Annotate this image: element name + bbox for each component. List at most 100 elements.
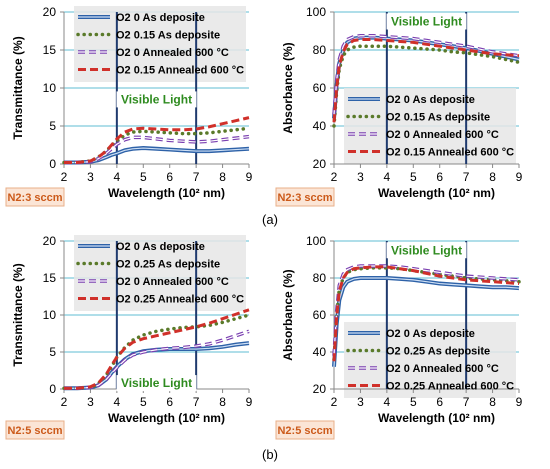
visible-label-bg: [116, 375, 197, 392]
legend-entry-label: O2 0 As deposite: [116, 241, 205, 253]
series-line-4: [64, 116, 250, 164]
x-tick-label: 9: [246, 170, 253, 184]
y-tick-label: 0: [49, 382, 56, 396]
y-tick-label: 100: [306, 5, 326, 19]
x-axis-label: Wavelength (10² nm): [108, 186, 225, 200]
condition-label: N2:3 sccm: [7, 192, 62, 204]
series-line-2: [62, 126, 251, 165]
x-tick-label: 5: [140, 170, 147, 184]
legend-entry-label: O2 0.25 As deposite: [386, 346, 490, 358]
visible-label-bg: [386, 13, 467, 30]
condition-label: N2:3 sccm: [277, 192, 332, 204]
x-tick-label: 7: [463, 395, 470, 409]
legend-entry-label: O2 0.15 As deposite: [386, 112, 490, 124]
x-tick-label: 5: [140, 395, 147, 409]
condition-badge: [5, 187, 65, 207]
chart-panel-2: 2 3 4 5 6 7 8 9 20 40 60 80 100 Wavelength (10² nm) Ab…: [275, 5, 523, 207]
y-tick-label: 10: [43, 81, 57, 95]
x-tick-label: 6: [436, 395, 443, 409]
y-tick-label: 15: [43, 43, 57, 57]
y-tick-label: 60: [313, 308, 327, 322]
x-tick-label: 4: [384, 170, 391, 184]
legend-entry-label: O2 0 Annealed 600 °C: [386, 363, 499, 375]
legend-entry-label: O2 0.15 As deposite: [116, 30, 220, 42]
condition-label: N2:5 sccm: [277, 425, 332, 437]
x-axis-label: Wavelength (10² nm): [108, 411, 225, 425]
y-tick-label: 100: [306, 234, 326, 248]
legend-entry-label: O2 0 Annealed 600 °C: [116, 276, 229, 288]
x-tick-label: 2: [331, 395, 338, 409]
visible-light-label: Visible Light: [121, 376, 192, 390]
x-tick-label: 2: [61, 170, 68, 184]
y-tick-label: 60: [313, 81, 327, 95]
y-tick-label: 5: [49, 119, 56, 133]
chart-panel-3: 2 3 4 5 6 7 8 9 0 5 10 15 20 Wavelength (10² nm) Trans…: [5, 234, 253, 440]
series-line-2: [62, 313, 251, 391]
x-tick-label: 4: [114, 170, 121, 184]
x-tick-label: 9: [516, 170, 523, 184]
x-tick-label: 2: [61, 395, 68, 409]
y-axis-label: Absorbance (%): [281, 269, 295, 360]
x-tick-label: 6: [166, 170, 173, 184]
series-line-3-inner: [333, 35, 520, 115]
part-label-a: (a): [262, 212, 278, 227]
y-tick-label: 80: [313, 271, 327, 285]
series-line-4: [64, 308, 250, 390]
legend-entry-label: O2 0.25 Annealed 600 °C: [116, 294, 244, 306]
x-tick-label: 2: [331, 170, 338, 184]
x-axis-label: Wavelength (10² nm): [378, 186, 495, 200]
x-tick-label: 3: [87, 170, 94, 184]
legend-entry-label: O2 0.15 Annealed 600 °C: [386, 147, 514, 159]
visible-label-bg: [386, 242, 467, 259]
legend-entry-label: O2 0 Annealed 600 °C: [116, 47, 229, 59]
x-tick-label: 4: [384, 395, 391, 409]
x-tick-label: 5: [410, 395, 417, 409]
series-line-4: [332, 38, 520, 123]
y-tick-label: 20: [313, 382, 327, 396]
legend-entry-label: O2 0.25 As deposite: [116, 259, 220, 271]
condition-badge: [275, 187, 335, 207]
x-tick-label: 7: [193, 170, 200, 184]
y-tick-label: 5: [49, 345, 56, 359]
y-tick-label: 40: [313, 119, 327, 133]
y-axis-label: Absorbance (%): [281, 42, 295, 133]
x-tick-label: 8: [489, 395, 496, 409]
x-tick-label: 8: [489, 170, 496, 184]
y-axis-label: Transmittance (%): [11, 263, 25, 366]
x-tick-label: 7: [463, 170, 470, 184]
series-line-3-inner: [333, 265, 520, 356]
x-tick-label: 6: [166, 395, 173, 409]
y-tick-label: 20: [43, 234, 57, 248]
series-line-3-inner: [64, 330, 250, 389]
x-tick-label: 8: [219, 170, 226, 184]
x-tick-label: 7: [193, 395, 200, 409]
visible-light-label: Visible Light: [121, 92, 192, 106]
legend-entry-label: O2 0.25 Annealed 600 °C: [386, 381, 514, 393]
part-label-b: (b): [262, 447, 278, 462]
series-line-4: [332, 265, 520, 362]
y-axis-label: Transmittance (%): [11, 36, 25, 139]
visible-light-label: Visible Light: [391, 243, 462, 257]
y-tick-label: 0: [49, 157, 56, 171]
x-tick-label: 9: [246, 395, 253, 409]
y-tick-label: 10: [43, 308, 57, 322]
x-tick-label: 3: [357, 395, 364, 409]
y-tick-label: 20: [43, 5, 57, 19]
legend-entry-label: O2 0 Annealed 600 °C: [386, 129, 499, 141]
x-tick-label: 3: [87, 395, 94, 409]
visible-label-bg: [116, 91, 197, 108]
series-line-3-inner: [64, 136, 250, 164]
x-tick-label: 9: [516, 395, 523, 409]
condition-badge: [275, 420, 335, 440]
legend-entry-label: O2 0 As deposite: [116, 12, 205, 24]
y-tick-label: 20: [313, 157, 327, 171]
x-tick-label: 5: [410, 170, 417, 184]
y-tick-label: 15: [43, 271, 57, 285]
chart-panel-1: 2 3 4 5 6 7 8 9 0 5 10 15 20 Wavelength (10² nm) Trans…: [5, 5, 253, 207]
condition-label: N2:5 sccm: [7, 425, 62, 437]
condition-badge: [5, 420, 65, 440]
x-tick-label: 3: [357, 170, 364, 184]
x-tick-label: 6: [436, 170, 443, 184]
series-line-1-inner: [333, 277, 520, 367]
